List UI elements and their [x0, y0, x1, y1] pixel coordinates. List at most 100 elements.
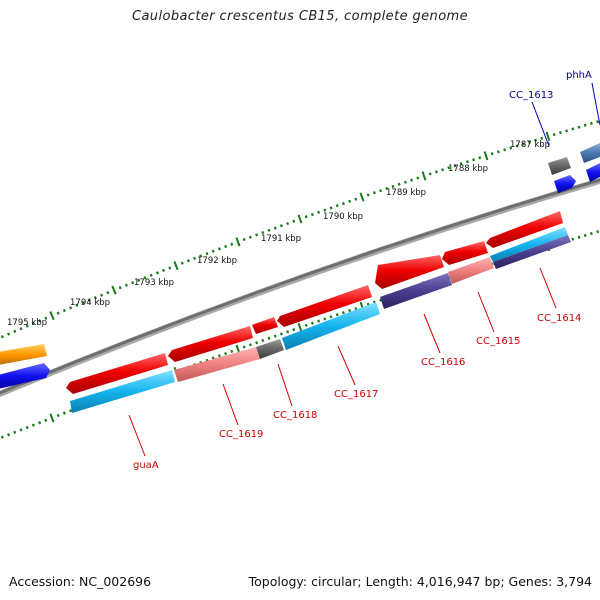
gene-CC_1616-navy[interactable]: [380, 273, 452, 309]
minor-tick: [162, 268, 166, 273]
minor-tick: [329, 206, 333, 210]
minor-tick: [242, 237, 246, 242]
minor-tick: [540, 136, 544, 140]
major-tick: [483, 151, 489, 161]
label-CC_1616: CC_1616: [421, 357, 465, 368]
gene-CC_1615-pink[interactable]: [448, 257, 494, 284]
label-guaA: guaA: [133, 460, 159, 471]
minor-tick: [25, 324, 29, 328]
gene-CC_1618-left-red[interactable]: [168, 326, 253, 362]
minor-tick: [354, 306, 358, 311]
minor-tick: [341, 311, 345, 315]
gene-CC_1618-gray[interactable]: [256, 339, 284, 359]
minor-tick: [292, 219, 296, 223]
minor-tick: [428, 172, 432, 176]
minor-tick: [391, 184, 395, 188]
gene-CC_1614-navy[interactable]: [493, 235, 571, 269]
minor-tick: [217, 247, 221, 251]
gene-CC_1614-cyan[interactable]: [490, 227, 568, 262]
label-leaders: [128, 82, 600, 457]
minor-tick: [19, 327, 23, 331]
minor-tick: [180, 261, 184, 265]
gene-CC_1619-left-red[interactable]: [66, 353, 168, 394]
accession-text: Accession: NC_002696: [9, 574, 152, 589]
gene-CC_1617-cyan[interactable]: [282, 302, 380, 350]
minor-tick: [149, 273, 153, 277]
minor-tick: [273, 226, 277, 230]
minor-tick: [372, 191, 376, 195]
scale-label-1787: 1787 kbp: [510, 140, 550, 150]
minor-tick: [503, 148, 507, 152]
major-tick: [49, 413, 55, 423]
scale-label-1789: 1789 kbp: [386, 188, 426, 198]
gene-guaA-cyan[interactable]: [70, 370, 175, 413]
minor-tick: [385, 186, 389, 191]
minor-tick: [211, 356, 215, 360]
minor-tick: [571, 127, 575, 131]
label-CC_1619: CC_1619: [219, 429, 263, 440]
outer-scale-labels: 1787 kbp 1788 kbp 1789 kbp 1790 kbp 1791…: [7, 140, 550, 328]
minor-tick: [323, 208, 327, 212]
gene-CC_1616-red[interactable]: [375, 255, 444, 289]
gene-phhA-blue[interactable]: [586, 163, 600, 182]
minor-tick: [453, 164, 457, 168]
minor-tick: [416, 176, 420, 180]
minor-tick: [261, 338, 265, 343]
minor-tick: [348, 308, 352, 313]
minor-tick: [317, 319, 321, 323]
minor-tick: [38, 421, 42, 425]
gene-CC_1613-gray[interactable]: [548, 157, 571, 175]
gene-CC_1614-red[interactable]: [486, 211, 563, 248]
gene-small-red[interactable]: [252, 317, 278, 334]
gene-CC_1619-pink[interactable]: [174, 347, 260, 382]
minor-tick: [286, 221, 290, 226]
gene-CC_1615-red[interactable]: [442, 241, 488, 265]
minor-tick: [441, 168, 445, 172]
outer-scale-ticks: [0, 120, 600, 339]
minor-tick: [242, 345, 246, 349]
minor-tick: [348, 199, 352, 203]
gene-CC_1613-blue[interactable]: [554, 175, 576, 193]
minor-tick: [155, 271, 159, 275]
minor-tick: [193, 256, 197, 261]
minor-tick: [552, 132, 556, 137]
minor-tick: [248, 343, 252, 347]
minor-tick: [335, 204, 339, 208]
minor-tick: [31, 423, 35, 427]
minor-tick: [87, 298, 91, 302]
minor-tick: [81, 301, 85, 305]
minor-tick: [304, 323, 308, 327]
minor-tick: [403, 180, 407, 184]
label-phhA: phhA: [566, 70, 592, 81]
minor-tick: [329, 315, 333, 319]
scale-label-1788: 1788 kbp: [448, 164, 488, 174]
major-tick: [297, 214, 303, 224]
minor-tick: [261, 230, 265, 235]
minor-tick: [397, 182, 401, 186]
minor-tick: [490, 152, 494, 156]
scale-label-1792: 1792 kbp: [197, 256, 237, 266]
minor-tick: [521, 142, 525, 146]
minor-tick: [44, 418, 48, 422]
minor-tick: [459, 162, 463, 166]
minor-tick: [168, 266, 172, 270]
minor-tick: [13, 430, 17, 434]
minor-tick: [565, 129, 569, 133]
minor-tick: [515, 144, 519, 148]
minor-tick: [310, 212, 314, 217]
major-tick: [111, 285, 117, 295]
minor-tick: [69, 409, 73, 413]
scale-label-1790: 1790 kbp: [323, 212, 363, 222]
minor-tick: [596, 230, 600, 234]
label-CC_1615: CC_1615: [476, 336, 520, 347]
gene-phhA-steel[interactable]: [580, 143, 600, 163]
gene-CC_1617-red[interactable]: [277, 285, 372, 327]
minor-tick: [341, 201, 345, 206]
minor-tick: [589, 121, 593, 126]
label-CC_1613: CC_1613: [509, 90, 553, 101]
minor-tick: [558, 131, 562, 135]
minor-tick: [434, 170, 438, 174]
minor-tick: [465, 160, 469, 164]
minor-tick: [106, 291, 110, 295]
scale-label-1794: 1794 kbp: [70, 298, 110, 308]
